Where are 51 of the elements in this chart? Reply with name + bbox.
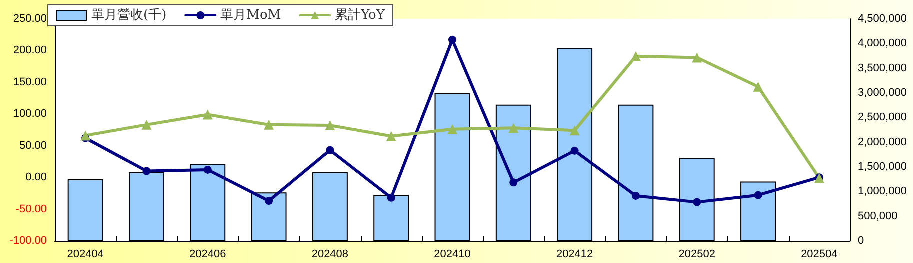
y-tick-label: 150.00 — [13, 76, 47, 88]
point — [510, 178, 518, 187]
point — [692, 52, 702, 63]
point — [142, 120, 152, 130]
y-tick-label: 50.00 — [19, 140, 47, 152]
x-tick-label: 202502 — [678, 248, 716, 260]
point — [202, 110, 213, 120]
point — [570, 146, 579, 155]
y-tick-label: 0.00 — [26, 172, 47, 184]
x-tick-label: 202404 — [67, 248, 104, 260]
point — [632, 192, 640, 200]
legend-label: 單月MoM — [220, 8, 282, 23]
y2-tick-label: 1,500,000 — [858, 161, 907, 173]
x-tick-label: 202504 — [801, 248, 838, 260]
x-tick-label: 202412 — [556, 248, 594, 260]
y2-tick-label: 1,000,000 — [858, 186, 907, 198]
point — [325, 120, 336, 131]
x-tick-label: 202410 — [434, 248, 471, 260]
y2-tick-label: 0 — [858, 235, 864, 247]
point — [142, 167, 151, 176]
y2-tick-label: 500,000 — [858, 210, 898, 222]
point — [630, 51, 641, 62]
point — [326, 146, 334, 154]
y2-tick-label: 4,000,000 — [858, 38, 907, 50]
point — [754, 191, 762, 200]
y2-tick-label: 3,000,000 — [858, 87, 907, 99]
point — [204, 166, 212, 174]
x-tick-label: 202408 — [312, 248, 349, 260]
y-tick-label: 250.00 — [13, 13, 47, 25]
y2-tick-label: 3,500,000 — [858, 62, 907, 74]
point — [693, 198, 702, 206]
legend-label: 累計YoY — [335, 8, 386, 23]
point — [753, 82, 764, 92]
y-tick-label: 100.00 — [13, 108, 47, 120]
x-tick-label: 202406 — [190, 248, 226, 260]
point — [448, 124, 458, 134]
point — [387, 194, 396, 202]
point — [264, 120, 274, 130]
y2-tick-label: 2,000,000 — [858, 136, 907, 148]
point — [508, 123, 519, 134]
y2-tick-label: 4,500,000 — [858, 13, 907, 25]
point — [386, 131, 396, 142]
point — [80, 130, 91, 141]
point — [265, 197, 274, 206]
point — [570, 126, 580, 136]
y-tick-label: 200.00 — [13, 44, 47, 57]
y2-tick-label: 2,500,000 — [858, 112, 907, 124]
y-tick-label: -100.00 — [10, 235, 47, 247]
legend-label: 單月營收(千) — [92, 8, 167, 23]
y-tick-label: -50.00 — [16, 203, 47, 216]
point — [448, 36, 456, 44]
